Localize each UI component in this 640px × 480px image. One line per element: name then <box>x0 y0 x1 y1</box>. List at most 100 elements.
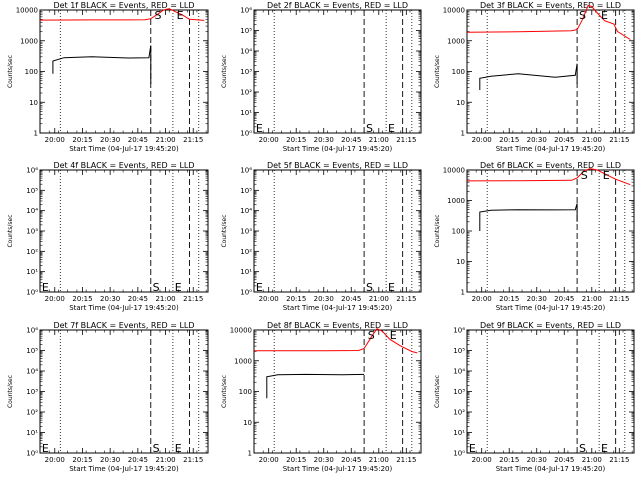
y-tick-label: 10² <box>26 248 38 256</box>
event-marker-e: E <box>601 9 608 22</box>
x-tick-label: 20:00 <box>259 456 279 464</box>
y-tick-label: 10¹ <box>240 109 252 117</box>
x-tick-label: 20:45 <box>341 295 361 303</box>
event-marker-s: S <box>579 9 586 22</box>
chart-title: Det 1f BLACK = Events, RED = LLD <box>53 1 194 10</box>
y-axis-label: Counts/sec <box>7 375 14 408</box>
plot-frame <box>466 9 635 134</box>
chart-title: Det 9f BLACK = Events, RED = LLD <box>480 321 621 330</box>
y-tick-label: 10⁰ <box>26 289 38 297</box>
y-tick-label: 10⁴ <box>240 48 252 56</box>
x-tick-label: 20:45 <box>128 295 148 303</box>
series-line-events <box>52 45 152 84</box>
y-tick-label: 1000 <box>234 357 252 365</box>
y-tick-label: 10⁴ <box>240 207 252 215</box>
y-tick-label: 100 <box>452 68 465 76</box>
chart-title: Det 5f BLACK = Events, RED = LLD <box>267 161 408 170</box>
chart-panel-2: Det 2f BLACK = Events, RED = LLD Counts/s… <box>221 1 422 153</box>
x-tick-label: 20:15 <box>72 295 92 303</box>
x-tick-label: 21:15 <box>396 136 416 144</box>
x-tick-label: 20:45 <box>128 136 148 144</box>
x-tick-label: 20:15 <box>499 295 519 303</box>
event-marker-s: S <box>153 442 160 455</box>
y-tick-label: 1000 <box>20 37 38 45</box>
x-tick-label: 20:15 <box>286 295 306 303</box>
y-tick-label: 100 <box>239 388 252 396</box>
y-tick-label: 10¹ <box>26 429 38 437</box>
x-tick-label: 21:15 <box>609 456 629 464</box>
y-axis-label: Counts/sec <box>7 214 14 247</box>
y-tick-label: 10¹ <box>453 429 465 437</box>
x-tick-label: 21:15 <box>396 456 416 464</box>
y-tick-label: 10⁶ <box>240 7 252 15</box>
series-line-lld <box>466 168 631 186</box>
y-tick-label: 10⁴ <box>453 368 465 376</box>
y-tick-label: 10⁰ <box>453 450 465 458</box>
chart-panel-8: Det 8f BLACK = Events, RED = LLD Counts/s… <box>221 321 422 473</box>
event-marker-s: S <box>366 281 373 294</box>
x-tick-label: 20:00 <box>472 136 492 144</box>
y-tick-label: 10⁶ <box>26 327 38 335</box>
chart-panel-1: Det 1f BLACK = Events, RED = LLD Counts/s… <box>7 1 209 153</box>
x-tick-label: 20:15 <box>499 136 519 144</box>
y-tick-label: 100 <box>25 68 38 76</box>
chart-title: Det 6f BLACK = Events, RED = LLD <box>480 161 621 170</box>
y-tick-label: 10⁵ <box>240 27 252 35</box>
x-axis-label: Start Time (04-Jul-17 19:45:20) <box>69 465 179 473</box>
x-tick-label: 20:00 <box>45 136 65 144</box>
x-tick-label: 20:00 <box>45 295 65 303</box>
x-tick-label: 20:45 <box>128 456 148 464</box>
x-tick-label: 21:00 <box>582 456 602 464</box>
event-marker-e: E <box>388 122 395 135</box>
x-tick-label: 21:00 <box>582 295 602 303</box>
plot-frame <box>466 329 635 454</box>
x-tick-label: 20:45 <box>341 456 361 464</box>
series-line-lld <box>254 328 418 354</box>
chart-title: Det 8f BLACK = Events, RED = LLD <box>267 321 408 330</box>
event-marker-s: S <box>153 281 160 294</box>
y-tick-label: 10² <box>240 89 252 97</box>
y-tick-label: 1 <box>248 450 252 458</box>
y-tick-label: 10⁵ <box>453 347 465 355</box>
y-tick-label: 10 <box>29 99 38 107</box>
x-tick-label: 20:45 <box>554 456 574 464</box>
x-tick-label: 21:00 <box>155 295 175 303</box>
x-tick-label: 20:15 <box>72 136 92 144</box>
event-marker-e: E <box>42 442 49 455</box>
x-tick-label: 20:00 <box>259 136 279 144</box>
y-tick-label: 10000 <box>230 327 252 335</box>
chart-title: Det 7f BLACK = Events, RED = LLD <box>53 321 194 330</box>
event-marker-e: E <box>601 442 608 455</box>
y-tick-label: 10³ <box>240 68 252 76</box>
chart-panel-6: Det 6f BLACK = Events, RED = LLD Counts/s… <box>434 161 635 312</box>
y-tick-label: 10² <box>240 248 252 256</box>
x-axis-label: Start Time (04-Jul-17 19:45:20) <box>496 145 606 153</box>
x-tick-label: 20:45 <box>554 295 574 303</box>
y-axis-label: Counts/sec <box>434 375 441 408</box>
event-marker-s: S <box>581 169 588 182</box>
plot-frame <box>253 329 422 454</box>
y-tick-label: 10³ <box>26 228 38 236</box>
chart-title: Det 2f BLACK = Events, RED = LLD <box>267 1 408 10</box>
y-tick-label: 10⁶ <box>453 327 465 335</box>
event-marker-e: E <box>469 442 476 455</box>
y-tick-label: 10⁴ <box>26 207 38 215</box>
x-tick-label: 21:00 <box>155 136 175 144</box>
chart-panel-4: Det 4f BLACK = Events, RED = LLD Counts/s… <box>7 161 209 312</box>
x-tick-label: 21:00 <box>155 456 175 464</box>
event-marker-e: E <box>177 9 184 22</box>
y-tick-label: 1 <box>461 289 465 297</box>
x-tick-label: 21:15 <box>396 295 416 303</box>
x-tick-label: 20:30 <box>314 295 334 303</box>
event-marker-s: S <box>366 122 373 135</box>
y-tick-label: 10³ <box>240 228 252 236</box>
x-tick-label: 21:00 <box>369 136 389 144</box>
x-tick-label: 21:15 <box>183 136 203 144</box>
chart-panel-9: Det 9f BLACK = Events, RED = LLD Counts/s… <box>434 321 635 473</box>
series-line-lld <box>39 8 205 21</box>
y-tick-label: 10⁵ <box>26 347 38 355</box>
x-axis-label: Start Time (04-Jul-17 19:45:20) <box>283 304 393 312</box>
y-tick-label: 10 <box>456 258 465 266</box>
y-tick-label: 10⁶ <box>240 167 252 175</box>
y-tick-label: 10000 <box>443 167 465 175</box>
